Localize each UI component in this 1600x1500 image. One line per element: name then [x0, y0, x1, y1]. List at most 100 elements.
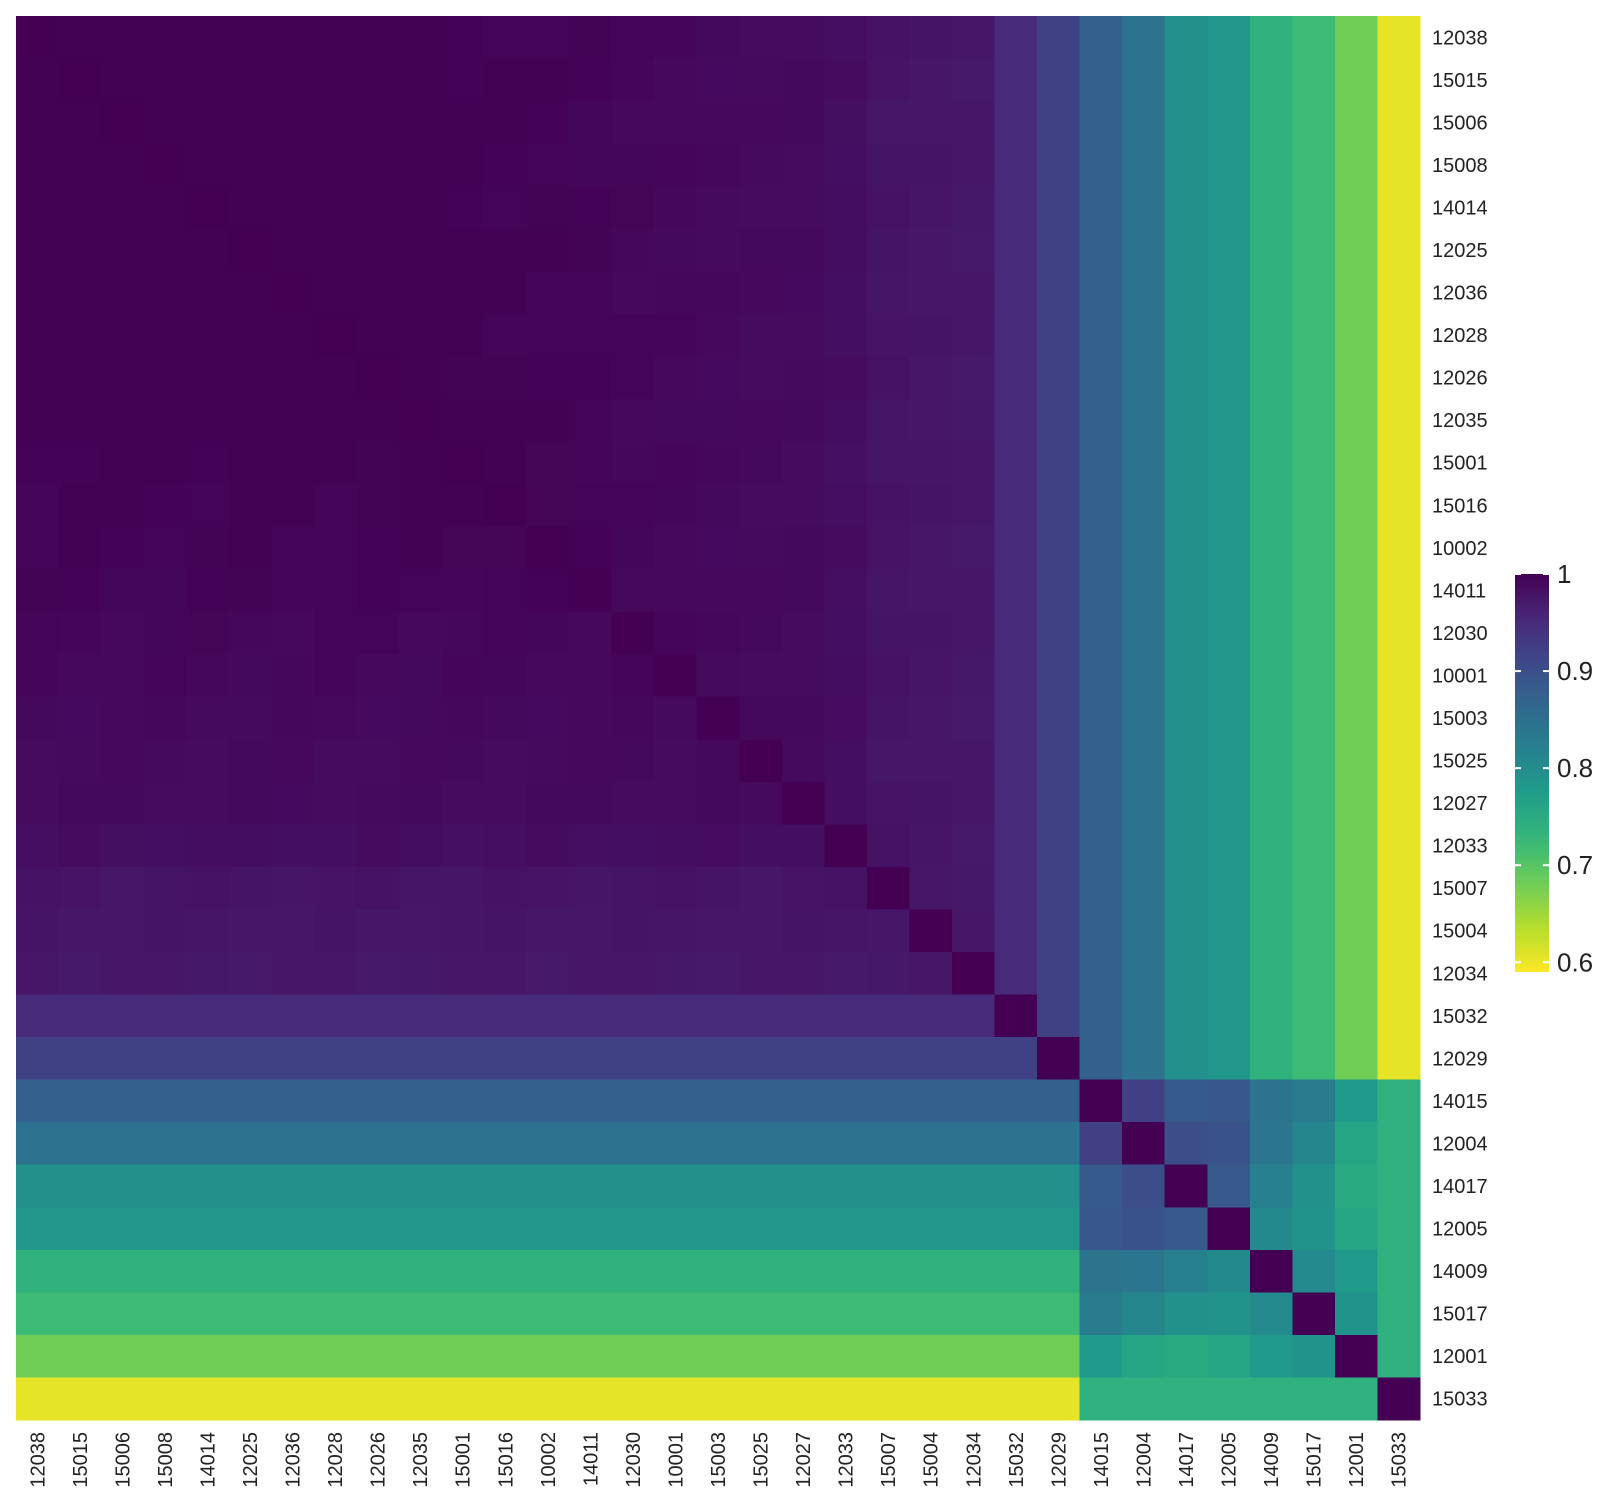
heatmap-cell: [866, 271, 911, 315]
heatmap-cell: [313, 526, 357, 570]
heatmap-cell: [526, 994, 570, 1038]
row-label: 12025: [1432, 240, 1488, 262]
row-label: 12030: [1432, 623, 1488, 645]
heatmap-cell: [228, 441, 272, 485]
column-label: 12004: [1133, 1432, 1155, 1488]
heatmap-cell: [58, 909, 102, 953]
heatmap-cell: [952, 1079, 996, 1123]
heatmap-cell: [1249, 101, 1293, 145]
heatmap-cell: [1377, 1377, 1421, 1421]
heatmap-cell: [313, 824, 357, 868]
heatmap-cell: [1207, 441, 1251, 485]
heatmap-cell: [994, 739, 1038, 783]
heatmap-cell: [228, 696, 272, 740]
heatmap-cell: [526, 1079, 570, 1123]
heatmap-cell: [696, 1292, 740, 1336]
heatmap-cell: [1377, 994, 1421, 1038]
heatmap-cell: [398, 58, 443, 102]
heatmap-cell: [866, 398, 911, 443]
heatmap-cell: [398, 654, 443, 698]
heatmap-cell: [611, 526, 655, 570]
row-label: 12034: [1432, 963, 1488, 985]
heatmap-cell: [1079, 1334, 1123, 1379]
heatmap-cell: [143, 994, 187, 1038]
row-label: 15032: [1432, 1006, 1488, 1028]
heatmap-cell: [696, 1377, 740, 1421]
heatmap-cell: [1122, 526, 1166, 570]
heatmap-cell: [909, 271, 953, 315]
heatmap-cell: [101, 1377, 145, 1421]
heatmap-cell: [952, 696, 996, 740]
heatmap-cell: [1377, 611, 1421, 655]
heatmap-cell: [1207, 1037, 1251, 1081]
heatmap-cell: [398, 994, 443, 1038]
heatmap-cell: [866, 1079, 911, 1123]
heatmap-cell: [1207, 611, 1251, 655]
column-label: 15007: [878, 1432, 900, 1488]
heatmap-cell: [994, 866, 1038, 911]
heatmap-cell: [271, 696, 315, 740]
heatmap-cell: [441, 441, 485, 485]
row-labels: 12038 15015 15006 15008 14014 12025 12036 12028…: [1432, 27, 1488, 1410]
heatmap-cell: [739, 739, 783, 783]
heatmap-cell: [1377, 1122, 1421, 1166]
heatmap-cell: [1334, 1164, 1379, 1208]
column-label: 14017: [1176, 1432, 1198, 1488]
heatmap-cell: [398, 1249, 443, 1293]
heatmap-cell: [611, 824, 655, 868]
row-label: 12001: [1432, 1346, 1488, 1368]
heatmap-cell: [313, 739, 357, 783]
heatmap-cell: [696, 398, 740, 443]
heatmap-cell: [58, 696, 102, 740]
heatmap-cell: [58, 271, 102, 315]
heatmap-cell: [484, 271, 528, 315]
colorbar-tick-label: 0.6: [1557, 947, 1593, 977]
heatmap-cell: [186, 1377, 230, 1421]
heatmap-cell: [781, 398, 825, 443]
heatmap-cell: [101, 1037, 145, 1081]
heatmap-cell: [356, 696, 400, 740]
heatmap-cell: [143, 271, 187, 315]
heatmap-cell: [696, 611, 740, 655]
heatmap-cell: [398, 398, 443, 443]
heatmap-cell: [143, 16, 187, 60]
heatmap-cell: [994, 143, 1038, 187]
heatmap-cell: [1292, 58, 1336, 102]
heatmap-cell: [58, 16, 102, 60]
heatmap-cell: [1122, 398, 1166, 443]
heatmap-cell: [526, 1334, 570, 1379]
row-label: 15006: [1432, 112, 1488, 134]
heatmap-cell: [16, 1249, 60, 1293]
heatmap-cell: [994, 526, 1038, 570]
heatmap-cell: [1079, 58, 1123, 102]
heatmap-cell: [228, 866, 272, 911]
heatmap-cell: [909, 1122, 953, 1166]
heatmap-cell: [1377, 1249, 1421, 1293]
heatmap-cell: [16, 781, 60, 825]
heatmap-cell: [1207, 781, 1251, 825]
heatmap-cell: [143, 1334, 187, 1379]
heatmap-cell: [824, 186, 868, 230]
heatmap-cell: [866, 143, 911, 187]
heatmap-cell: [909, 654, 953, 698]
heatmap-cell: [1207, 1079, 1251, 1123]
heatmap-cell: [781, 1037, 825, 1081]
heatmap-cell: [569, 228, 613, 272]
heatmap-cell: [313, 271, 357, 315]
heatmap-cell: [1079, 569, 1123, 613]
heatmap-cell: [1292, 1037, 1336, 1081]
row-label: 12004: [1432, 1133, 1488, 1155]
heatmap-cell: [1079, 271, 1123, 315]
heatmap-cell: [611, 143, 655, 187]
heatmap-cell: [696, 101, 740, 145]
heatmap-cell: [1377, 569, 1421, 613]
heatmap-cell: [441, 781, 485, 825]
heatmap-cell: [1292, 271, 1336, 315]
heatmap-cell: [994, 781, 1038, 825]
heatmap-cell: [356, 611, 400, 655]
heatmap-cell: [781, 1377, 825, 1421]
heatmap-cell: [1122, 313, 1166, 357]
heatmap-cell: [611, 186, 655, 230]
heatmap-cell: [101, 611, 145, 655]
heatmap-cell: [313, 101, 357, 145]
